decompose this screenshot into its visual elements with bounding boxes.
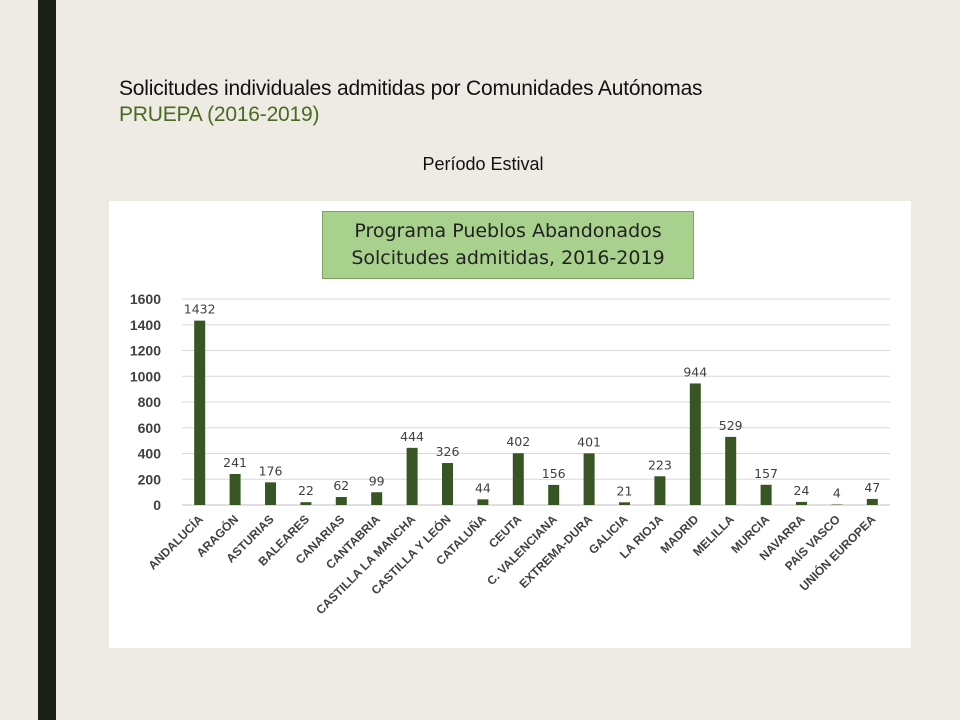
bar [406,447,418,505]
bar [548,484,560,505]
bar [866,498,878,505]
data-label: 223 [648,457,672,472]
bar [689,383,701,505]
slide-title: Solicitudes individuales admitidas por C… [119,76,919,128]
y-tick-label: 400 [138,446,162,462]
bar [300,502,312,505]
data-label: 402 [506,434,530,449]
bar [229,473,241,505]
y-tick-label: 800 [138,394,162,410]
y-tick-label: 200 [138,471,162,487]
bar [583,453,595,505]
data-label: 24 [794,483,810,498]
slide-subtitle: Período Estival [422,154,544,174]
chart-title-line1: Programa Pueblos Abandonados [354,220,662,242]
data-label: 444 [400,429,424,444]
data-label: 241 [223,455,247,470]
bar [265,482,276,505]
bar [796,501,807,505]
bar [725,436,737,505]
chart-panel: 0 200 400 600 800 1000 1200 1400 1600 1432 ANDALUC… [109,201,911,648]
data-label: 99 [369,473,385,488]
y-tick-label: 1000 [130,368,161,384]
x-tick-label: ANDALUCÍA [145,511,206,572]
data-label: 47 [864,480,880,495]
bar-chart: 0 200 400 600 800 1000 1200 1400 1600 1432 ANDALUC… [130,291,890,617]
chart-title-line2: Solcitudes admitidas, 2016-2019 [351,247,665,269]
chart-title-box: Programa Pueblos Abandonados Solcitudes … [322,211,694,279]
y-tick-label: 1400 [130,317,161,333]
data-label: 22 [298,483,314,498]
bar [831,504,843,505]
data-label: 62 [333,478,349,493]
bar [194,320,206,505]
bar [760,484,772,505]
y-tick-label: 0 [153,497,161,513]
data-label: 401 [577,434,601,449]
side-bar [38,0,56,720]
y-tick-label: 1600 [130,291,161,307]
bar [654,476,666,505]
data-label: 4 [833,485,841,500]
slide-title-line2: PRUEPA (2016-2019) [119,103,320,126]
data-label: 156 [542,466,566,481]
data-label: 157 [754,466,778,481]
data-label: 529 [719,418,743,433]
data-label: 1432 [184,302,216,317]
data-label: 176 [259,463,283,478]
bar [512,453,524,505]
bar [335,497,347,505]
data-label: 326 [436,444,460,459]
bar [371,492,383,505]
bar [442,463,453,505]
bar [619,502,630,505]
data-label: 44 [475,480,491,495]
bar [477,499,489,505]
data-label: 21 [617,483,633,498]
data-label: 944 [683,364,707,379]
y-tick-label: 1200 [130,343,161,359]
y-tick-label: 600 [138,420,162,436]
slide-title-line1: Solicitudes individuales admitidas por C… [119,77,703,100]
